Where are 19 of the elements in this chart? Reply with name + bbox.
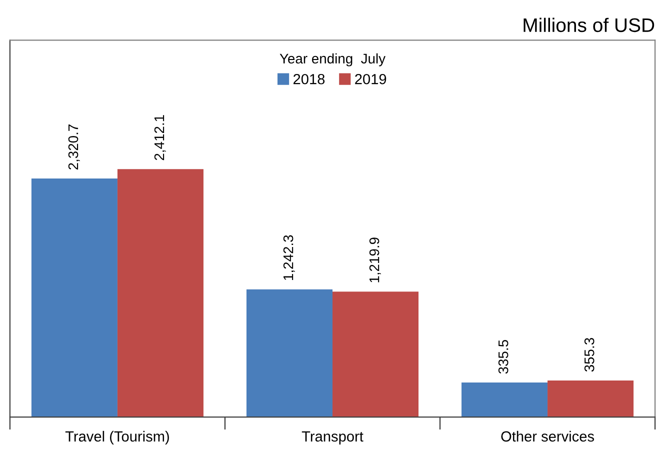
data-label: 2,412.1 xyxy=(154,115,166,160)
bar xyxy=(117,169,204,418)
bar xyxy=(462,382,548,418)
data-label: 335.5 xyxy=(498,340,508,374)
bar xyxy=(31,178,118,418)
chart-title: Millions of USD xyxy=(524,18,654,32)
legend-label: 2018 xyxy=(294,74,325,84)
x-tick-label: Travel (Tourism) xyxy=(65,430,169,444)
data-label: 355.3 xyxy=(584,338,594,372)
x-tick-label: Other services xyxy=(501,430,594,442)
legend-label: 2019 xyxy=(355,74,386,84)
bar xyxy=(332,292,419,418)
bar xyxy=(246,289,332,418)
data-label: 1,219.9 xyxy=(369,238,381,282)
data-label: 2,320.7 xyxy=(68,124,80,170)
data-label: 1,242.3 xyxy=(283,235,295,280)
legend-title: Year ending July xyxy=(280,53,386,66)
x-tick-label: Transport xyxy=(302,431,364,444)
bar xyxy=(548,380,634,418)
